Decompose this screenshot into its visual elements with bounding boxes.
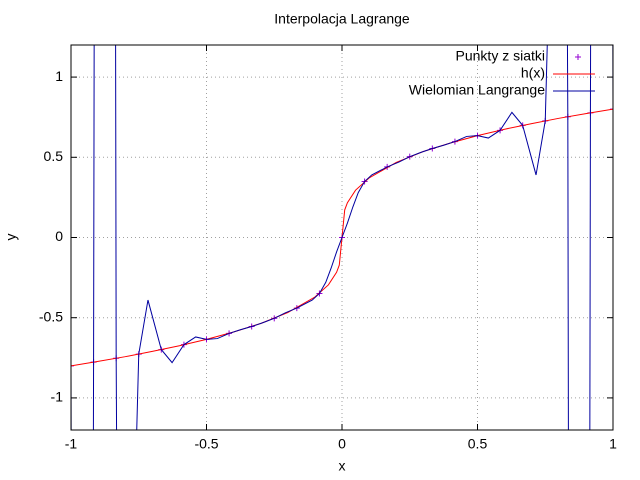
x-tick-label: -1: [65, 436, 78, 452]
legend-swatch: [575, 54, 581, 60]
x-axis-label: x: [339, 458, 346, 474]
y-axis-label: y: [3, 234, 19, 241]
x-tick-label: -0.5: [194, 436, 218, 452]
y-tick-label: 0: [55, 228, 63, 244]
y-tick-label: 0.5: [44, 148, 64, 164]
chart-title: Interpolacja Lagrange: [274, 11, 410, 27]
y-tick-label: 1: [55, 68, 63, 84]
plot-frame: [70, 44, 614, 431]
x-tick-label: 0: [338, 436, 346, 452]
y-tick-label: -1: [51, 389, 64, 405]
x-tick-label: 1: [609, 436, 617, 452]
series-line: [71, 45, 613, 430]
legend-label: h(x): [521, 65, 545, 81]
legend-label: Punkty z siatki: [456, 48, 545, 64]
y-tick-label: -0.5: [39, 308, 63, 324]
x-tick-label: 0.5: [468, 436, 488, 452]
plot-area: [71, 45, 613, 430]
legend-label: Wielomian Langrange: [409, 82, 545, 98]
